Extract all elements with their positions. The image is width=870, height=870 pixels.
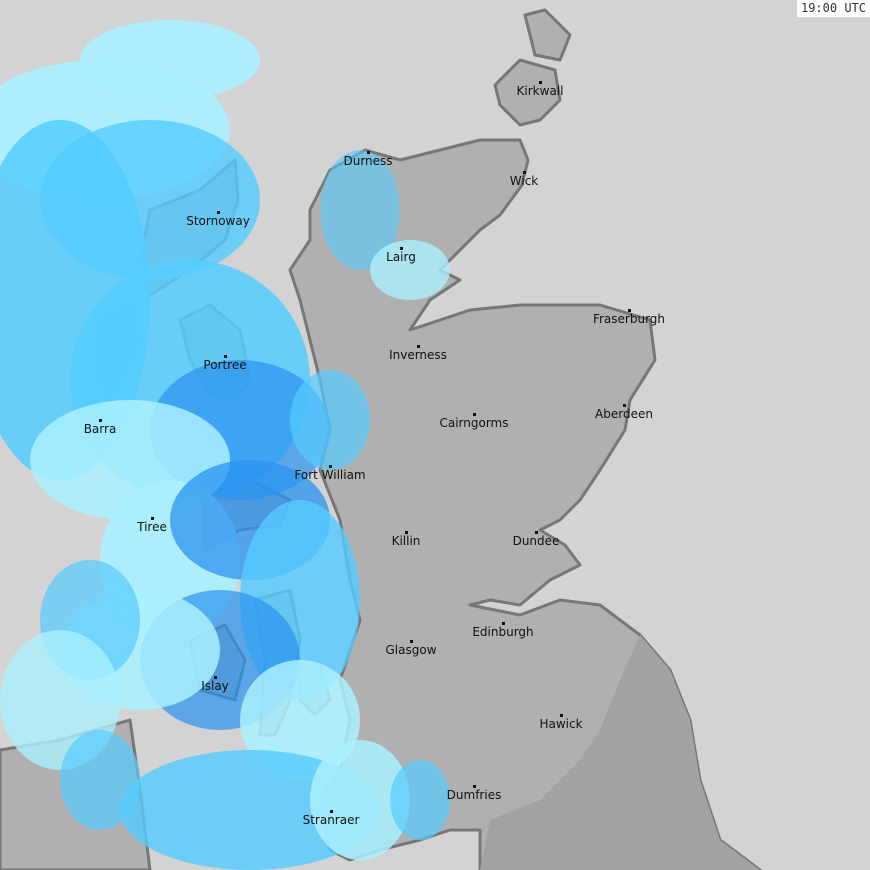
city-label: Fraserburgh	[592, 312, 666, 326]
rain-area	[310, 740, 410, 860]
city-label: Stranraer	[302, 813, 360, 827]
city-label: Glasgow	[385, 643, 437, 657]
city-label: Fort William	[294, 468, 366, 482]
city-marker-icon	[473, 413, 476, 416]
city-label: Wick	[509, 174, 539, 188]
shetland-islands	[523, 8, 572, 62]
rain-area	[290, 370, 370, 470]
city-label: Tiree	[137, 520, 167, 534]
city-marker-icon	[502, 622, 505, 625]
city-label: Lairg	[386, 250, 416, 264]
city-label: Cairngorms	[439, 416, 509, 430]
city-marker-icon	[224, 355, 227, 358]
city-label: Barra	[83, 422, 117, 436]
city-marker-icon	[410, 640, 413, 643]
city-label: Islay	[201, 679, 229, 693]
rain-area	[320, 150, 400, 270]
rain-area	[60, 730, 140, 830]
city-label: Aberdeen	[595, 407, 653, 421]
city-marker-icon	[473, 785, 476, 788]
city-label: Durness	[343, 154, 393, 168]
city-marker-icon	[400, 247, 403, 250]
city-label: Dumfries	[446, 788, 502, 802]
city-label: Hawick	[539, 717, 583, 731]
rain-area	[370, 240, 450, 300]
city-marker-icon	[329, 465, 332, 468]
city-marker-icon	[523, 171, 526, 174]
city-marker-icon	[417, 345, 420, 348]
city-marker-icon	[628, 309, 631, 312]
city-label: Dundee	[512, 534, 560, 548]
city-label: Inverness	[389, 348, 447, 362]
timestamp: 19:00 UTC	[796, 0, 870, 17]
city-marker-icon	[367, 151, 370, 154]
england-land	[480, 635, 760, 870]
city-label: Stornoway	[186, 214, 250, 228]
rain-area	[40, 120, 260, 280]
city-marker-icon	[151, 517, 154, 520]
city-marker-icon	[99, 419, 102, 422]
city-marker-icon	[535, 531, 538, 534]
city-marker-icon	[405, 531, 408, 534]
city-marker-icon	[217, 211, 220, 214]
orkney-islands	[493, 58, 562, 127]
city-label: Portree	[203, 358, 247, 372]
city-marker-icon	[214, 676, 217, 679]
city-label: Killin	[391, 534, 421, 548]
city-marker-icon	[330, 810, 333, 813]
city-label: Kirkwall	[516, 84, 564, 98]
city-marker-icon	[623, 404, 626, 407]
city-marker-icon	[560, 714, 563, 717]
rain-area	[390, 760, 450, 840]
city-marker-icon	[539, 81, 542, 84]
rain-area	[240, 660, 360, 780]
city-label: Edinburgh	[472, 625, 534, 639]
rain-area	[80, 20, 260, 100]
